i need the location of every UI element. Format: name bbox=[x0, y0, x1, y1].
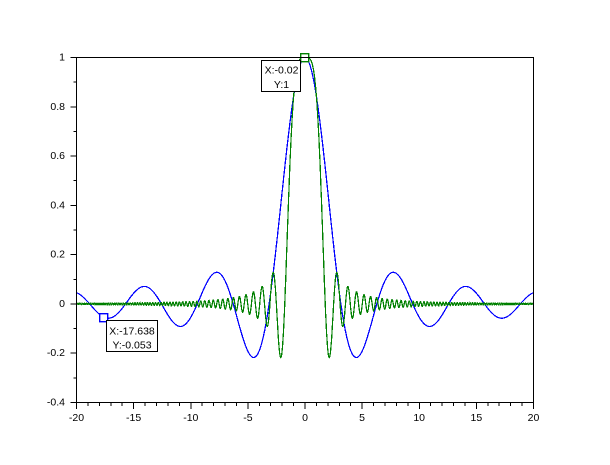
svg-text:15: 15 bbox=[471, 412, 483, 424]
svg-text:-10: -10 bbox=[183, 412, 198, 424]
svg-text:0.4: 0.4 bbox=[50, 199, 65, 211]
svg-text:-15: -15 bbox=[126, 412, 141, 424]
svg-text:X:-0.02: X:-0.02 bbox=[265, 65, 299, 77]
svg-text:-0.2: -0.2 bbox=[47, 347, 65, 359]
svg-text:Y:1: Y:1 bbox=[274, 79, 289, 91]
svg-text:5: 5 bbox=[359, 412, 365, 424]
svg-text:1: 1 bbox=[59, 52, 65, 64]
svg-text:0: 0 bbox=[59, 298, 65, 310]
svg-text:10: 10 bbox=[413, 412, 425, 424]
svg-text:-0.4: -0.4 bbox=[47, 397, 65, 409]
svg-text:-20: -20 bbox=[69, 412, 84, 424]
svg-text:0: 0 bbox=[302, 412, 308, 424]
svg-text:-5: -5 bbox=[243, 412, 252, 424]
svg-text:X:-17.638: X:-17.638 bbox=[109, 326, 155, 338]
svg-text:0.6: 0.6 bbox=[50, 150, 65, 162]
svg-text:0.2: 0.2 bbox=[50, 249, 65, 261]
svg-text:Y:-0.053: Y:-0.053 bbox=[112, 340, 151, 352]
svg-text:0.8: 0.8 bbox=[50, 101, 65, 113]
svg-text:20: 20 bbox=[528, 412, 540, 424]
